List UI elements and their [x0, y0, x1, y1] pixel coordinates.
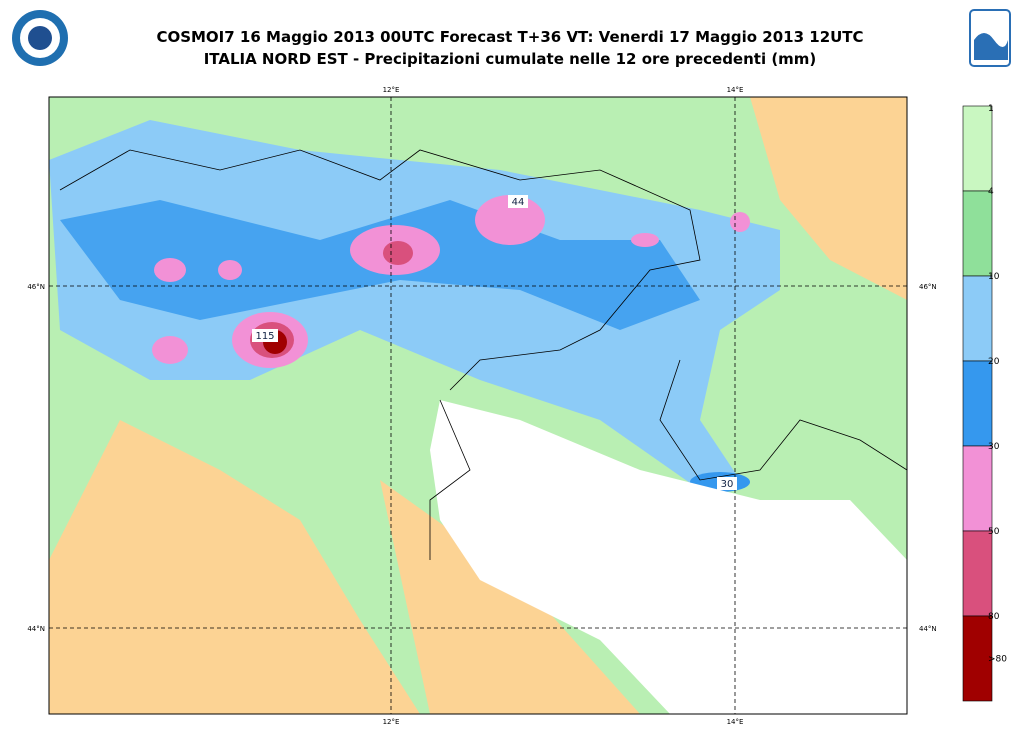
legend-label: >80 — [988, 655, 1007, 665]
legend-label: 50 — [988, 527, 1000, 537]
legend-label: 80 — [988, 612, 1000, 622]
max-label: 30 — [721, 479, 734, 490]
title: COSMOI7 16 Maggio 2013 00UTC Forecast T+… — [156, 28, 863, 46]
legend-label: 1 — [988, 104, 994, 114]
lat-label: 44°N — [27, 625, 45, 633]
legend-swatch — [962, 275, 993, 362]
legend-label: 4 — [988, 187, 994, 197]
lat-label: 46°N — [27, 283, 45, 291]
legend-label: 20 — [988, 357, 1000, 367]
legend-swatch — [962, 445, 993, 532]
max-label: 115 — [255, 331, 274, 342]
subtitle: ITALIA NORD EST - Precipitazioni cumulat… — [204, 50, 817, 68]
lat-label: 46°N — [919, 283, 937, 291]
legend-swatch — [962, 615, 993, 702]
legend-label: 30 — [988, 442, 1000, 452]
logo-right — [969, 9, 1011, 67]
logo-left — [12, 10, 68, 66]
lat-label: 44°N — [919, 625, 937, 633]
legend-swatch — [962, 190, 993, 277]
legend-swatch — [962, 530, 993, 617]
map — [48, 96, 908, 715]
lon-label: 12°E — [383, 86, 400, 94]
legend-label: 10 — [988, 272, 1000, 282]
legend-swatch — [962, 105, 993, 192]
lon-label: 14°E — [727, 86, 744, 94]
max-label: 44 — [512, 197, 525, 208]
legend: 1 4 10 20 30 50 80 >80 — [962, 104, 1007, 702]
lon-label: 12°E — [383, 718, 400, 726]
legend-swatch — [962, 360, 993, 447]
lon-label: 14°E — [727, 718, 744, 726]
